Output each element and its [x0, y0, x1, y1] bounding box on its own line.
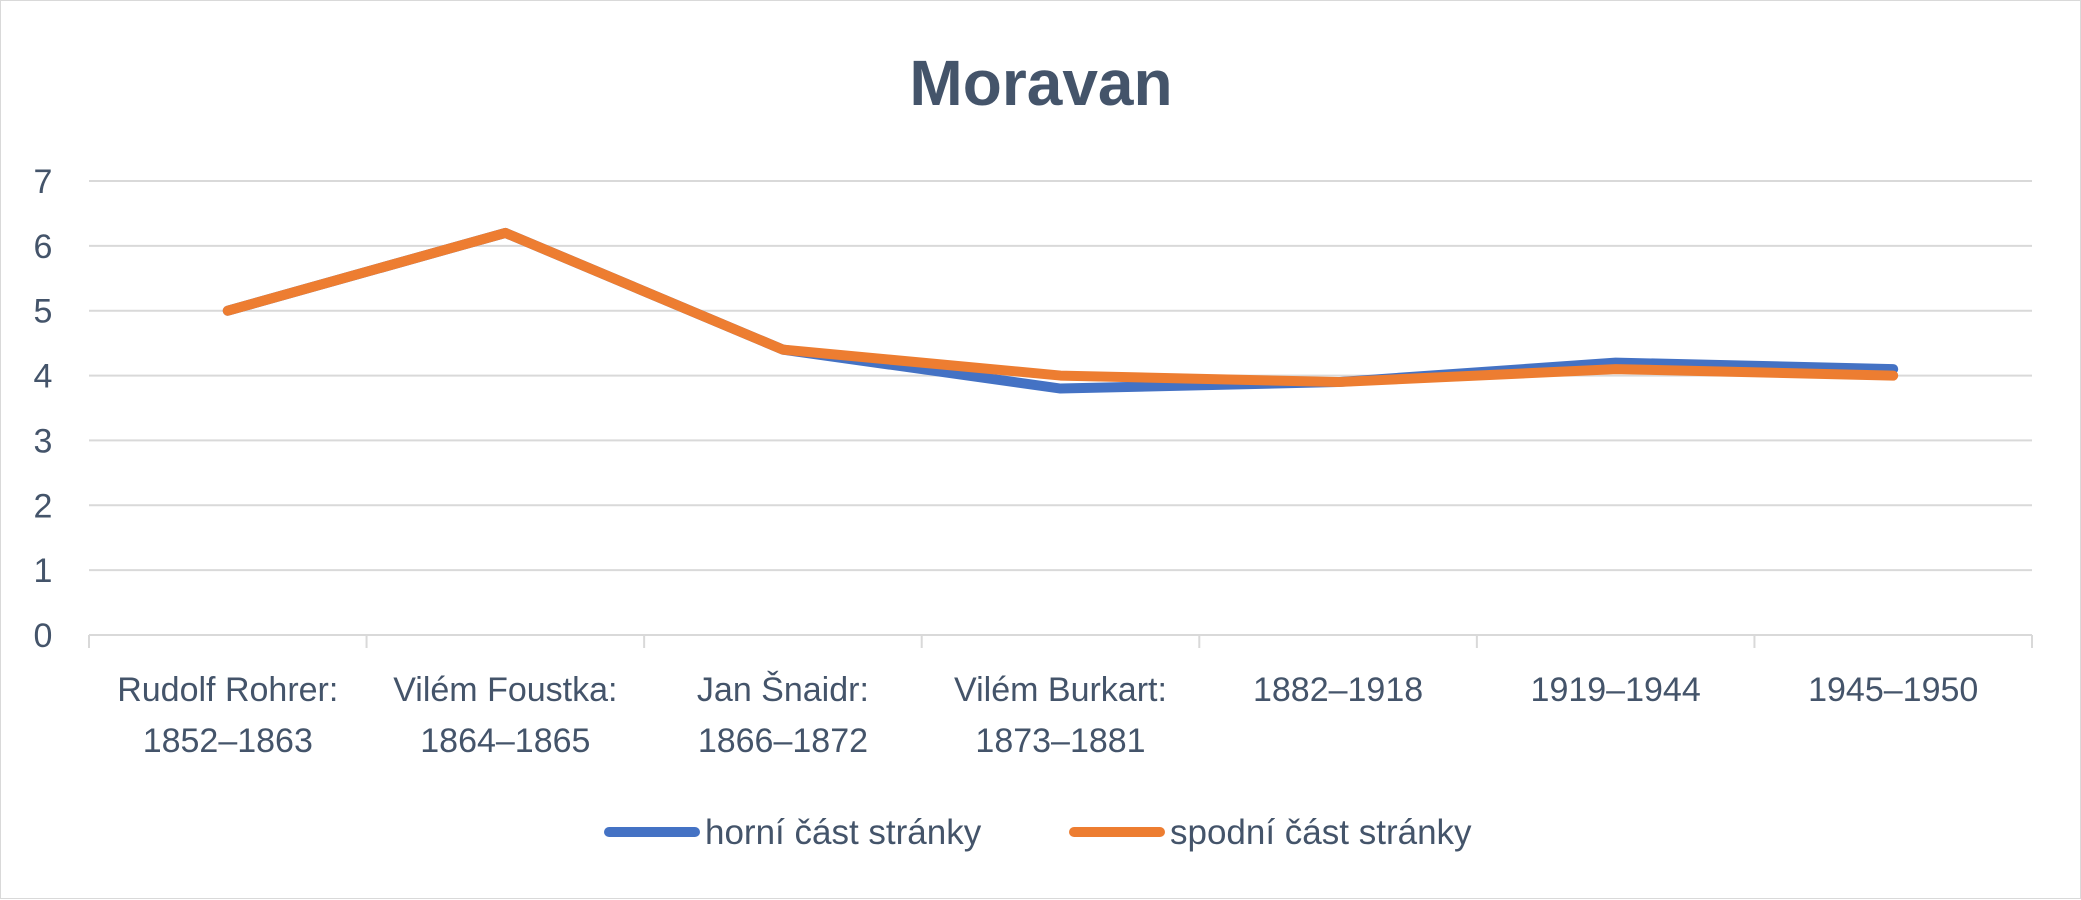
x-tick-label: 1852–1863: [143, 722, 313, 760]
y-tick-label: 1: [34, 552, 53, 590]
x-tick-label: 1882–1918: [1253, 671, 1423, 709]
legend-label: spodní část stránky: [1170, 813, 1472, 852]
legend-label: horní část stránky: [705, 813, 982, 852]
x-axis: [88, 634, 2033, 648]
x-tick-label: 1866–1872: [698, 722, 868, 760]
y-tick-label: 2: [34, 487, 53, 525]
y-tick-label: 6: [34, 228, 53, 266]
gridlines: [89, 180, 2032, 572]
y-tick-label: 0: [34, 617, 53, 655]
x-tick-label: Rudolf Rohrer:: [117, 671, 338, 709]
chart-title: Moravan: [909, 47, 1172, 119]
legend: horní část stránky spodní část stránky: [604, 813, 1472, 852]
x-tick-label: Vilém Burkart:: [954, 671, 1167, 709]
x-tick-label: Vilém Foustka:: [393, 671, 617, 709]
x-tick-label: 1945–1950: [1808, 671, 1978, 709]
x-tick-label: 1919–1944: [1531, 671, 1701, 709]
y-tick-label: 5: [34, 293, 53, 331]
y-tick-label: 7: [34, 163, 53, 201]
x-tick-label: 1873–1881: [975, 722, 1145, 760]
y-tick-label: 3: [34, 422, 53, 460]
y-axis-tick-labels: 0 1 2 3 4 5 6 7: [34, 163, 53, 655]
x-tick-label: 1864–1865: [420, 722, 590, 760]
x-axis-tick-labels: Rudolf Rohrer: 1852–1863 Vilém Foustka: 186…: [117, 671, 1978, 760]
series-lines: [222, 227, 1899, 394]
series-line-2: [222, 227, 1899, 388]
x-tick-label: Jan Šnaidr:: [697, 671, 869, 709]
y-tick-label: 4: [34, 358, 53, 396]
